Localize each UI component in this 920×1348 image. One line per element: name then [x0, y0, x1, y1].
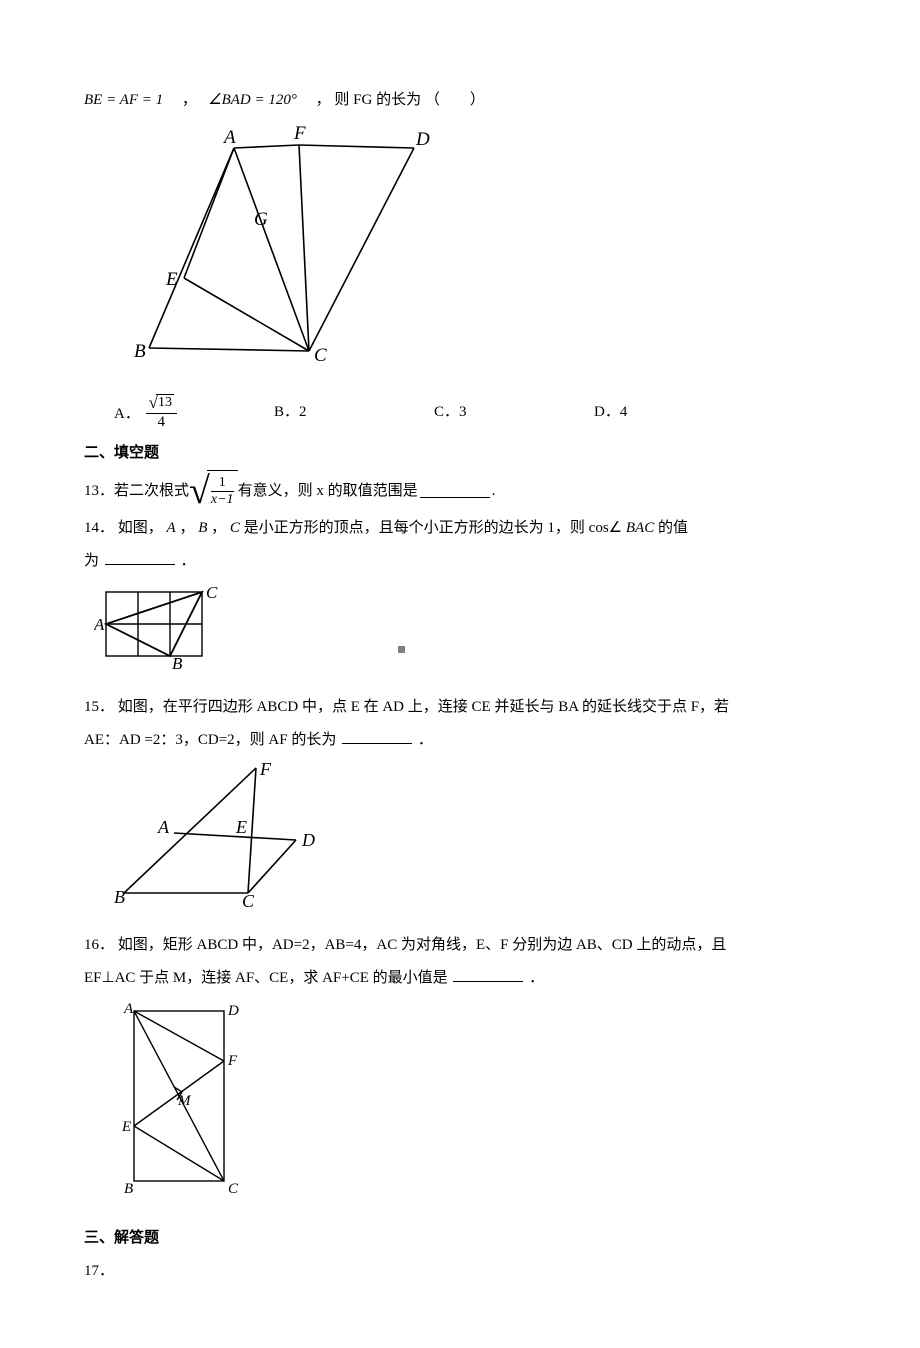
q14-c1: ， [179, 520, 194, 536]
q15-text2: AE：AD =2：3，CD=2，则 AF 的长为 [84, 732, 336, 748]
q13-text-2: 有意义，则 x 的取值范围是 [238, 475, 418, 508]
q16-period: ． [529, 970, 544, 986]
q16-label-F: F [227, 1053, 238, 1069]
q14-line1: 14． 如图， A ， B ， C 是小正方形的顶点，且每个小正方形的边长为 1… [84, 512, 836, 545]
q16-label-C: C [228, 1181, 239, 1197]
q12-svg: A F D G E B C [114, 123, 444, 373]
q14-c2: ， [211, 520, 226, 536]
q15-period: ． [418, 732, 433, 748]
q14-blank [105, 551, 175, 566]
q16-text: 如图，矩形 ABCD 中，AD=2，AB=4，AC 为对角线，E、F 分别为边 … [118, 937, 727, 953]
q16-text2: EF⊥AC 于点 M，连接 AF、CE，求 AF+CE 的最小值是 [84, 970, 448, 986]
label-B: B [134, 341, 146, 362]
q14-C: C [230, 520, 240, 536]
q14-label-C: C [206, 584, 218, 602]
label-D: D [415, 129, 430, 150]
q15-line2: AE：AD =2：3，CD=2，则 AF 的长为 ． [84, 724, 836, 757]
opt-D-label: D． [594, 404, 620, 420]
page-center-marker [398, 646, 405, 653]
q13-radical: √ 1 x−1 [189, 470, 238, 512]
q16-label-M: M [177, 1093, 192, 1109]
expr-angle-bad: ∠BAD = 120° [208, 92, 297, 108]
q14-line2: 为 ． [84, 545, 836, 578]
q16-blank [453, 968, 523, 983]
q16-label-B: B [124, 1181, 133, 1197]
opt-A-value: √ 13 4 [146, 394, 177, 430]
label-E: E [165, 269, 178, 290]
label-G: G [254, 209, 268, 230]
q13-rad-num: 1 [211, 476, 234, 492]
label-C: C [314, 345, 327, 366]
q14-t8: 的值 [658, 520, 688, 536]
q14-label-A: A [94, 615, 105, 634]
q15-label-D: D [301, 830, 315, 850]
q15-label-F: F [259, 763, 272, 779]
q15-label-E: E [235, 817, 247, 837]
q15-label-C: C [242, 891, 255, 908]
q13-blank [420, 484, 490, 499]
q13-rad-den: x−1 [211, 492, 234, 507]
opt-A-label: A． [114, 406, 140, 422]
label-A: A [222, 127, 236, 148]
exam-page: BE = AF = 1 ， ∠BAD = 120° ， 则 FG 的长为 （ ）… [0, 0, 920, 1348]
q14-t6: 是小正方形的顶点，且每个小正方形的边长为 1，则 cos∠ [244, 520, 622, 536]
sep-comma-2: ， [301, 92, 331, 108]
q12-tail-text: 则 FG 的长为 [334, 92, 421, 108]
q14-num: 14． [84, 520, 114, 536]
opt-D-value: 4 [620, 404, 628, 420]
q15-line1: 15． 如图，在平行四边形 ABCD 中，点 E 在 AD 上，连接 CE 并延… [84, 691, 836, 724]
q16-line2: EF⊥AC 于点 M，连接 AF、CE，求 AF+CE 的最小值是 ． [84, 962, 836, 995]
q14-svg: A B C [94, 584, 234, 670]
opt-C: C．3 [434, 396, 594, 429]
q15-svg: F A E D B C [114, 763, 324, 908]
q16-num: 16． [84, 937, 114, 953]
q14-label-B: B [172, 654, 183, 670]
label-F: F [293, 123, 306, 144]
q16-svg: A D F M E B C [114, 1001, 254, 1201]
q16-line1: 16． 如图，矩形 ABCD 中，AD=2，AB=4，AC 为对角线，E、F 分… [84, 929, 836, 962]
q14-line2-prefix: 为 [84, 553, 99, 569]
q12-figure: A F D G E B C [114, 123, 836, 386]
opt-D: D．4 [594, 396, 754, 429]
q15-blank [342, 730, 412, 745]
expr-be-af: BE = AF = 1 [84, 92, 163, 108]
q12-stem-line: BE = AF = 1 ， ∠BAD = 120° ， 则 FG 的长为 （ ） [84, 84, 836, 117]
opt-B-value: 2 [299, 404, 307, 420]
q16-label-A: A [123, 1001, 134, 1017]
opt-B-label: B． [274, 404, 299, 420]
q13-line: 13． 若二次根式 √ 1 x−1 有意义，则 x 的取值范围是 . [84, 470, 836, 512]
q15-figure: F A E D B C [114, 763, 836, 921]
q17-num: 17． [84, 1263, 114, 1279]
section-2-title: 二、填空题 [84, 437, 836, 470]
q15-label-B: B [114, 887, 125, 907]
q14-A: A [167, 520, 176, 536]
q14-figure: A B C [94, 584, 836, 683]
opt-B: B．2 [274, 396, 434, 429]
q12-options: A． √ 13 4 B．2 C．3 D．4 [114, 394, 754, 431]
section-3-title: 三、解答题 [84, 1222, 836, 1255]
q14-B: B [198, 520, 207, 536]
q14-t0: 如图， [118, 520, 163, 536]
q13-text-1: 若二次根式 [114, 475, 189, 508]
q17-line: 17． [84, 1255, 836, 1288]
q14-period: ． [181, 553, 196, 569]
q16-label-D: D [227, 1003, 239, 1019]
q15-num: 15． [84, 699, 114, 715]
q15-text: 如图，在平行四边形 ABCD 中，点 E 在 AD 上，连接 CE 并延长与 B… [118, 699, 729, 715]
opt-C-value: 3 [459, 404, 467, 420]
sep-comma-1: ， [167, 92, 205, 108]
opt-C-label: C． [434, 404, 459, 420]
q15-label-A: A [157, 817, 170, 837]
q13-period: . [492, 475, 496, 508]
opt-A: A． √ 13 4 [114, 394, 274, 431]
q16-figure: A D F M E B C [114, 1001, 836, 1214]
q12-choice-paren: （ ） [425, 92, 485, 108]
q16-label-E: E [121, 1119, 131, 1135]
q13-num: 13． [84, 475, 114, 508]
q14-BAC: BAC [626, 520, 654, 536]
